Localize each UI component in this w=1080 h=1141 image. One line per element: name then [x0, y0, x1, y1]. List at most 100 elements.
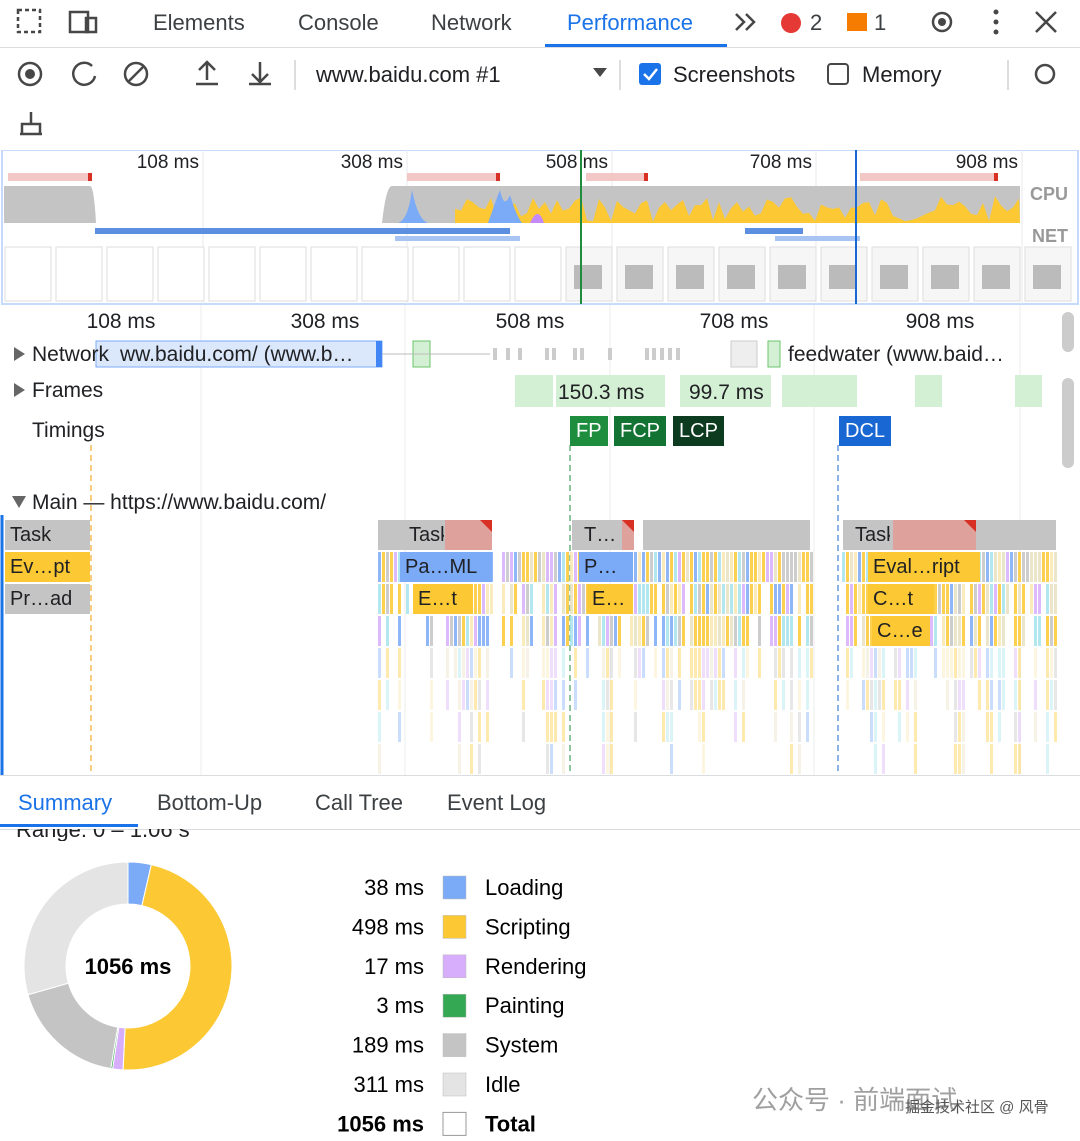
track-name[interactable]: Network: [32, 343, 110, 366]
flame-event[interactable]: Eval…ript: [868, 552, 980, 582]
track-name[interactable]: Frames: [32, 379, 104, 402]
screenshot-content: [625, 265, 653, 289]
ruler-tick: 108 ms: [86, 310, 156, 333]
inspect-icon[interactable]: [16, 8, 42, 34]
flame-slice: [958, 648, 961, 678]
flame-slice: [898, 648, 901, 678]
flame-event[interactable]: T…: [584, 524, 617, 546]
flame-event[interactable]: C…e: [872, 616, 930, 646]
flame-slice: [1002, 616, 1005, 646]
flame-slice: [430, 616, 433, 646]
network-tick: [652, 348, 656, 360]
flame-slice: [466, 648, 469, 678]
flame-slice: [602, 712, 605, 742]
dropdown-arrow[interactable]: [593, 68, 607, 77]
flame-event[interactable]: E…t: [413, 584, 473, 614]
tab[interactable]: Performance: [567, 10, 693, 35]
memory-checkbox[interactable]: [827, 63, 849, 85]
flame-event[interactable]: Ev…pt: [5, 552, 90, 582]
network-tick: [518, 348, 522, 360]
flame-slice: [550, 744, 553, 774]
flame-slice: [1014, 648, 1017, 678]
tab[interactable]: Elements: [153, 10, 245, 35]
flame-slice: [542, 552, 545, 582]
flame-slice: [790, 616, 793, 646]
bottom-tab[interactable]: Summary: [18, 790, 113, 815]
network-request[interactable]: feedwater (www.baid…: [788, 343, 1004, 366]
bottom-tab[interactable]: Event Log: [447, 790, 547, 815]
flame-slice: [1002, 584, 1005, 614]
timing-marker[interactable]: LCP: [673, 416, 724, 446]
flame-slice: [386, 648, 389, 678]
flame-event[interactable]: P…: [579, 552, 633, 582]
flame-slice: [562, 744, 565, 774]
device-icon[interactable]: [68, 10, 90, 34]
timing-marker[interactable]: DCL: [839, 416, 892, 446]
overview-tick: 708 ms: [749, 152, 812, 173]
flame-slice: [942, 648, 945, 678]
screenshot: [106, 246, 154, 302]
bottom-tab[interactable]: Bottom-Up: [157, 790, 263, 815]
timing-marker[interactable]: FCP: [614, 416, 666, 446]
flame-slice: [550, 584, 553, 614]
flame-slice: [878, 648, 881, 678]
record-button[interactable]: [17, 61, 43, 87]
flame-slice: [1018, 616, 1021, 646]
network-tick: [580, 348, 584, 360]
reload-button[interactable]: [71, 61, 97, 86]
screenshots-checkbox[interactable]: [639, 63, 661, 85]
download-button[interactable]: [249, 62, 271, 86]
tab[interactable]: Console: [298, 10, 379, 35]
net-bar: [95, 228, 510, 234]
flame-slice: [742, 616, 745, 646]
flame-slice: [1046, 552, 1049, 582]
capture-settings[interactable]: [1034, 63, 1056, 85]
flame-slice: [546, 744, 549, 774]
net-bar: [395, 236, 520, 241]
flame-slice: [554, 712, 557, 742]
flame-slice: [810, 616, 813, 646]
flame-slice: [694, 680, 697, 710]
close-icon[interactable]: [1035, 11, 1057, 33]
flame-slice: [586, 616, 589, 646]
network-tick: [573, 348, 577, 360]
flame-event[interactable]: Pa…ML: [400, 552, 492, 582]
more-tabs[interactable]: [735, 13, 756, 31]
flame-slice: [730, 584, 733, 614]
timing-marker[interactable]: FP: [570, 416, 608, 446]
flame-event[interactable]: Task: [855, 524, 890, 546]
flame-slice: [862, 680, 865, 710]
flame-slice: [386, 680, 389, 710]
flame-slice: [722, 552, 725, 582]
tab[interactable]: Network: [431, 10, 512, 35]
flame-slice: [642, 584, 645, 614]
flame-event[interactable]: Pr…ad: [5, 584, 90, 614]
flame-slice: [550, 648, 553, 678]
flame-slice: [942, 584, 945, 614]
flame-slice: [514, 584, 517, 614]
memory-label[interactable]: Memory: [862, 62, 942, 87]
settings-icon[interactable]: [931, 11, 953, 33]
flame-event[interactable]: E…: [587, 584, 633, 614]
bottom-tab[interactable]: Call Tree: [315, 790, 404, 815]
target-select[interactable]: www.baidu.com #1: [316, 62, 501, 87]
flame-event[interactable]: Task: [409, 524, 444, 546]
flame-slice: [982, 584, 985, 614]
gc-button[interactable]: [20, 112, 42, 136]
flame-slice: [674, 616, 677, 646]
screenshots-label[interactable]: Screenshots: [673, 62, 796, 87]
clear-button[interactable]: [123, 61, 149, 87]
flame-slice: [862, 584, 865, 614]
flame-slice: [562, 680, 565, 710]
network-tick: [668, 348, 672, 360]
network-request[interactable]: ww.baidu.com/ (www.b…: [120, 343, 354, 366]
flame-event[interactable]: C…t: [868, 584, 934, 614]
upload-button[interactable]: [196, 60, 218, 86]
flame-slice: [574, 616, 577, 646]
flame-event[interactable]: Task: [5, 520, 90, 550]
flame-slice: [726, 552, 729, 582]
track-name[interactable]: Main — https://www.baidu.com/: [32, 491, 327, 514]
flame-slice: [1014, 552, 1017, 582]
flame-slice: [986, 552, 989, 582]
flame-slice: [702, 552, 705, 582]
